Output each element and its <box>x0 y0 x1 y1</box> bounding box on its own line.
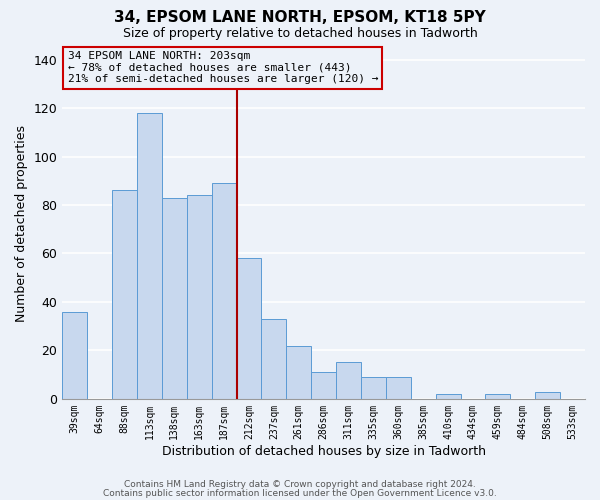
Text: Size of property relative to detached houses in Tadworth: Size of property relative to detached ho… <box>122 28 478 40</box>
Bar <box>112 190 137 399</box>
X-axis label: Distribution of detached houses by size in Tadworth: Distribution of detached houses by size … <box>161 444 485 458</box>
Text: Contains HM Land Registry data © Crown copyright and database right 2024.: Contains HM Land Registry data © Crown c… <box>124 480 476 489</box>
Bar <box>485 394 511 399</box>
Bar <box>311 372 336 399</box>
Bar <box>236 258 262 399</box>
Bar <box>535 392 560 399</box>
Text: 34, EPSOM LANE NORTH, EPSOM, KT18 5PY: 34, EPSOM LANE NORTH, EPSOM, KT18 5PY <box>114 10 486 25</box>
Y-axis label: Number of detached properties: Number of detached properties <box>15 124 28 322</box>
Bar <box>262 319 286 399</box>
Bar <box>286 346 311 399</box>
Bar <box>137 113 162 399</box>
Bar <box>187 196 212 399</box>
Bar <box>386 377 411 399</box>
Text: Contains public sector information licensed under the Open Government Licence v3: Contains public sector information licen… <box>103 488 497 498</box>
Bar <box>212 183 236 399</box>
Text: 34 EPSOM LANE NORTH: 203sqm
← 78% of detached houses are smaller (443)
21% of se: 34 EPSOM LANE NORTH: 203sqm ← 78% of det… <box>68 51 378 84</box>
Bar <box>62 312 87 399</box>
Bar <box>436 394 461 399</box>
Bar <box>361 377 386 399</box>
Bar <box>162 198 187 399</box>
Bar <box>336 362 361 399</box>
